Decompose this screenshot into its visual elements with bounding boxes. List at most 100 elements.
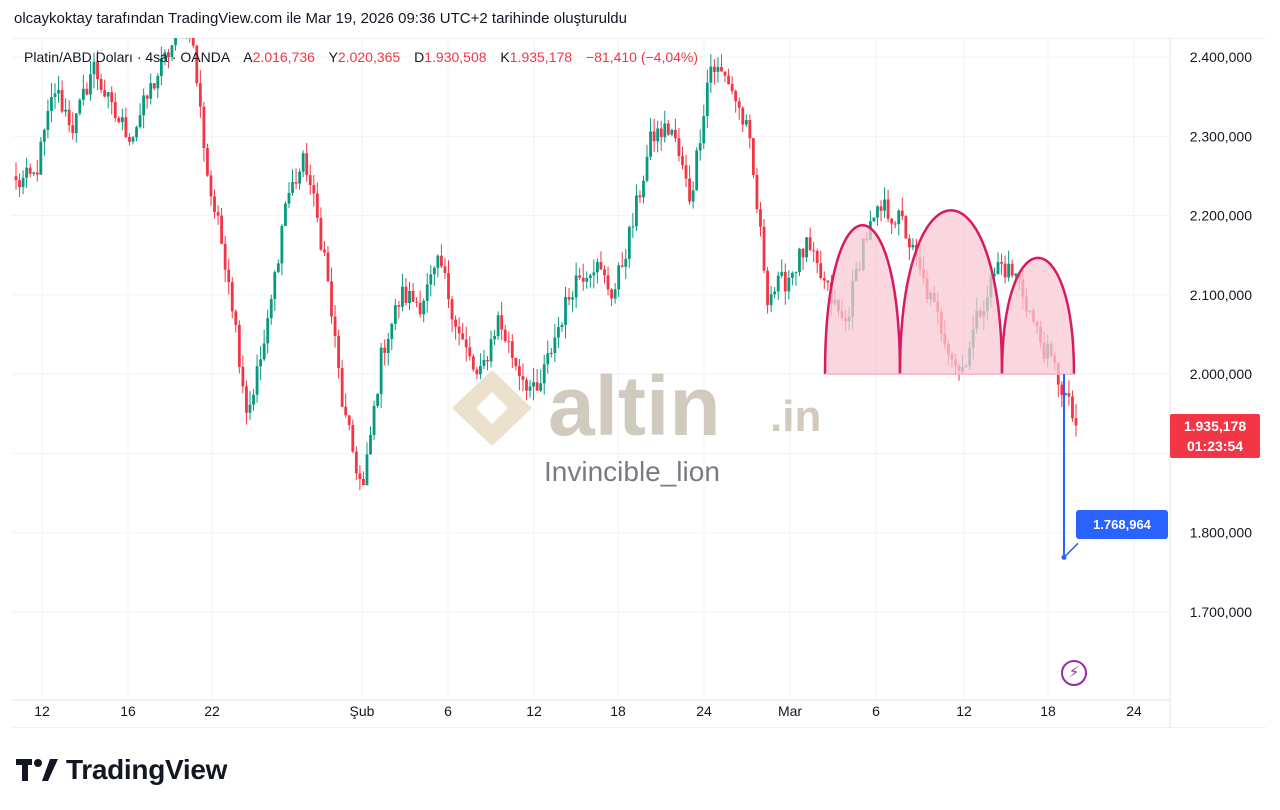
candle-body (883, 199, 886, 211)
candle-body (588, 275, 592, 279)
pattern-fill-1 (825, 225, 900, 375)
candle-body (209, 175, 213, 197)
candle-body (408, 290, 411, 304)
candle-body (907, 238, 911, 248)
candle-body (776, 275, 780, 292)
chart-area[interactable]: 2.400,000 2.300,000 2.200,000 2.100,000 2.00… (12, 7, 1266, 729)
candle-body (163, 52, 167, 59)
candle-body (542, 364, 546, 384)
candle-body (574, 275, 578, 298)
candle-body (230, 282, 234, 312)
candle-body (613, 289, 617, 299)
candle-body (308, 175, 312, 186)
candle-body (81, 88, 85, 100)
price-chart-svg[interactable]: 2.400,000 2.300,000 2.200,000 2.100,000 2.00… (12, 7, 1266, 729)
candle-body (652, 131, 656, 142)
candle-body (479, 365, 482, 375)
candle-body (635, 195, 638, 227)
pattern-fill-2 (900, 210, 1002, 375)
candle-body (128, 136, 131, 142)
candle-body (245, 386, 248, 413)
candle-body (489, 339, 493, 362)
candle-body (631, 226, 635, 228)
candle-body (64, 109, 68, 112)
time-tick-label: 6 (872, 703, 880, 719)
candle-body (748, 120, 752, 139)
candle-body (262, 343, 266, 360)
candle-body (53, 93, 57, 98)
candle-body (74, 113, 78, 134)
candle-body (167, 52, 170, 58)
candle-body (596, 262, 599, 273)
candle-body (145, 95, 149, 99)
candle-body (482, 359, 486, 366)
time-scale[interactable]: 12 16 22 Şub 6 12 18 24 Mar 6 12 18 24 (34, 703, 1142, 719)
candle-body (801, 248, 805, 258)
candle-body (720, 66, 723, 72)
candle-body (358, 473, 362, 479)
candle-body (585, 278, 589, 282)
candle-body (206, 147, 209, 176)
candle-body (220, 215, 224, 244)
tradingview-footer[interactable]: TradingView (16, 754, 227, 786)
candle-body (670, 129, 674, 135)
candle-body (174, 32, 177, 46)
candle-body (681, 156, 684, 166)
candle-body (198, 83, 202, 107)
candle-body (25, 167, 29, 178)
candle-body (315, 193, 319, 218)
candle-body (546, 353, 550, 365)
candle-body (457, 326, 461, 334)
candle-body (507, 341, 511, 343)
candle-body (897, 210, 901, 225)
price-scale[interactable]: 2.400,000 2.300,000 2.200,000 2.100,000 2.00… (1190, 49, 1252, 620)
high-value: 2.020,365 (337, 49, 401, 65)
open-value: 2.016,736 (252, 49, 315, 65)
tradingview-logo-icon (16, 759, 58, 781)
candle-body (727, 75, 730, 85)
candle-body (57, 89, 60, 94)
candle-body (418, 302, 422, 315)
candle-body (323, 249, 326, 253)
candle-body (496, 315, 500, 337)
lightning-icon[interactable]: ⚡ (1061, 660, 1087, 686)
candle-body (138, 115, 142, 128)
candle-body (142, 95, 146, 116)
candle-body (255, 366, 259, 395)
candle-body (227, 269, 231, 283)
symbol-name[interactable]: Platin/ABD Doları · 4sa · OANDA (24, 49, 231, 65)
candle-body (149, 83, 153, 99)
candle-body (773, 291, 777, 295)
candle-body (120, 117, 124, 123)
altin-logo-icon (452, 370, 532, 446)
candle-body (252, 394, 255, 405)
candle-body (759, 209, 762, 227)
candle-body (397, 305, 401, 307)
time-tick-label: 12 (956, 703, 972, 719)
price-tick-label: 1.800,000 (1190, 525, 1252, 541)
candle-body (510, 341, 514, 358)
candle-body (376, 394, 380, 406)
target-price-tag[interactable]: 1.768,964 (1076, 510, 1168, 539)
candle-body (42, 129, 46, 142)
tradingview-brand: TradingView (66, 754, 228, 785)
candle-body (996, 262, 1000, 275)
candle-body (241, 366, 245, 387)
candle-body (564, 296, 567, 325)
candle-body (393, 305, 397, 324)
candle-body (32, 172, 36, 174)
candle-body (578, 275, 582, 278)
candle-body (468, 347, 472, 357)
candle-body (379, 347, 383, 395)
candle-body (46, 110, 50, 130)
close-label: K (500, 49, 510, 65)
candle-body (369, 435, 372, 455)
candle-body (815, 250, 819, 264)
candle-body (461, 333, 465, 340)
watermark-author: Invincible_lion (544, 456, 720, 487)
candle-body (298, 171, 302, 184)
candle-body (411, 290, 415, 302)
candle-body (216, 212, 220, 216)
candle-body (677, 138, 681, 157)
candle-body (688, 178, 691, 202)
